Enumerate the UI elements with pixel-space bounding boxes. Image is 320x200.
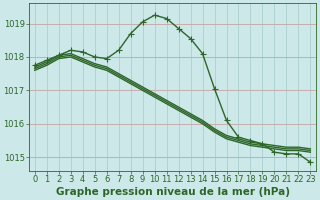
X-axis label: Graphe pression niveau de la mer (hPa): Graphe pression niveau de la mer (hPa)	[56, 187, 290, 197]
